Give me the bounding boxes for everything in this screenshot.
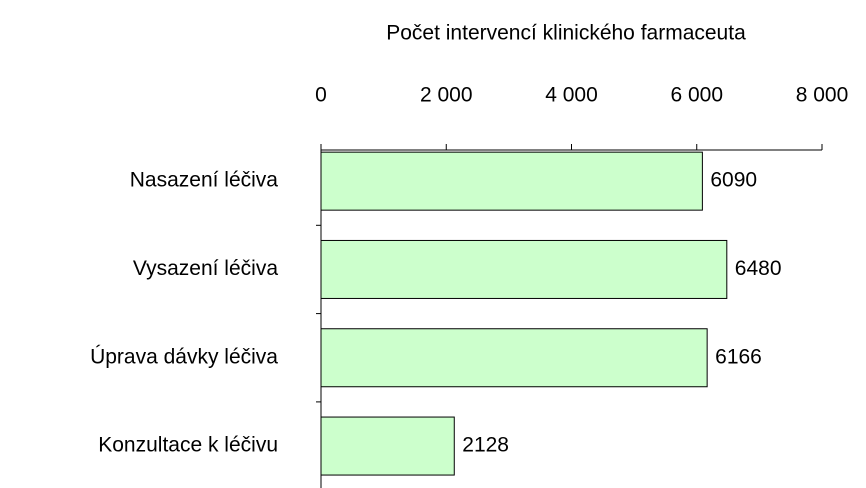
x-tick-label: 8 000 xyxy=(796,84,849,107)
bar xyxy=(320,239,728,299)
y-tick-label: Nasazení léčiva xyxy=(130,169,279,192)
x-tick-label: 4 000 xyxy=(545,84,598,107)
x-tick-label: 2 000 xyxy=(420,84,473,107)
bar xyxy=(320,151,703,211)
bar xyxy=(320,328,708,388)
y-tick-label: Vysazení léčiva xyxy=(133,257,278,280)
value-label: 6480 xyxy=(735,257,782,280)
y-tick-label: Konzultace k léčivu xyxy=(98,434,278,457)
value-label: 6090 xyxy=(710,169,757,192)
value-label: 2128 xyxy=(462,434,509,457)
y-tick-label: Úprava dávky léčiva xyxy=(90,345,278,368)
x-tick-label: 0 xyxy=(315,84,327,107)
value-label: 6166 xyxy=(715,345,762,368)
bar xyxy=(320,416,455,476)
chart-title: Počet intervencí klinického farmaceuta xyxy=(386,22,746,45)
x-tick-label: 6 000 xyxy=(670,84,723,107)
